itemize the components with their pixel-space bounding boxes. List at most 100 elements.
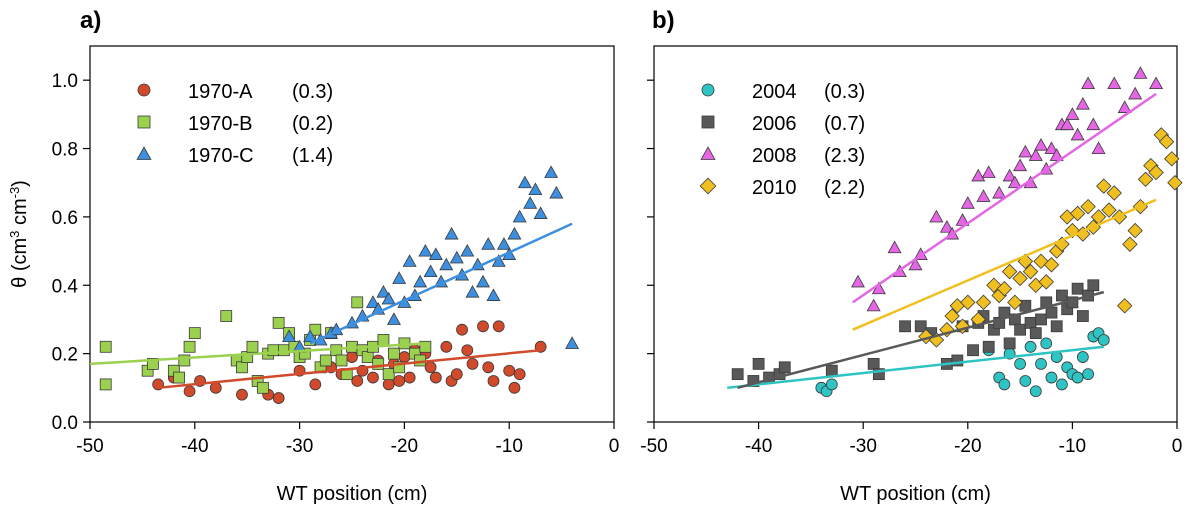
data-point	[975, 294, 992, 311]
data-point	[1137, 171, 1154, 188]
data-point	[188, 327, 201, 340]
data-point	[1050, 320, 1063, 333]
data-point	[944, 308, 960, 324]
data-point	[976, 189, 991, 202]
plot-frame	[89, 45, 615, 423]
data-point	[1075, 96, 1090, 110]
data-point	[1149, 76, 1164, 90]
y-tick-label: 0.2	[52, 345, 78, 366]
data-point	[372, 357, 385, 370]
data-point	[381, 291, 396, 305]
y-axis-label-part: )	[9, 180, 31, 187]
data-point	[477, 320, 489, 333]
data-point	[376, 284, 391, 298]
data-point	[492, 320, 505, 333]
legend-value: (0.3)	[824, 81, 865, 103]
x-tick-label: -50	[640, 436, 667, 457]
data-point	[517, 175, 532, 189]
data-point	[365, 295, 380, 308]
data-point	[1167, 175, 1183, 191]
data-point	[1043, 257, 1060, 273]
data-point	[512, 209, 527, 223]
y-tick-label: 0.0	[52, 413, 78, 434]
y-axis-label-part: θ (cm	[9, 238, 31, 288]
data-point	[428, 247, 443, 260]
panel-label: b)	[652, 7, 675, 34]
data-point	[388, 347, 400, 360]
legend-label: 1970-C	[188, 145, 254, 167]
data-point	[1019, 299, 1032, 312]
data-point	[423, 264, 438, 278]
data-point	[491, 254, 506, 267]
data-point	[1127, 222, 1143, 239]
y-axis-label: θ (cm3 cm-3)	[7, 180, 32, 288]
legend-value: (0.2)	[292, 113, 333, 135]
data-point	[220, 310, 233, 322]
data-point	[413, 274, 428, 288]
data-point	[303, 329, 318, 343]
data-point	[866, 298, 881, 312]
data-point	[465, 284, 480, 298]
data-point	[367, 371, 379, 384]
fit-line-1970-A	[157, 348, 541, 390]
legend-label: 2010	[752, 177, 797, 199]
x-tick-label: 0	[1172, 436, 1183, 457]
data-point	[1044, 141, 1059, 155]
data-point	[1086, 117, 1101, 131]
data-point	[456, 323, 468, 336]
x-tick-label: -30	[849, 436, 876, 457]
data-point	[503, 364, 516, 377]
x-tick-label: -40	[745, 436, 772, 457]
data-point	[747, 375, 760, 387]
data-point	[178, 354, 191, 367]
legend-label: 2004	[752, 81, 797, 103]
data-point	[951, 354, 964, 367]
data-point	[146, 357, 159, 370]
data-point	[1012, 270, 1028, 287]
legend-value: (1.4)	[292, 145, 333, 167]
data-point	[183, 340, 196, 353]
data-point	[872, 368, 885, 381]
data-point	[257, 381, 269, 394]
data-point	[1164, 151, 1180, 167]
data-point	[971, 168, 986, 182]
data-point	[533, 206, 548, 219]
data-point	[1096, 178, 1112, 194]
data-point	[1029, 327, 1042, 340]
data-point	[1091, 141, 1106, 155]
data-point	[1007, 175, 1022, 189]
data-point	[1002, 168, 1017, 182]
data-point	[482, 361, 495, 374]
data-point	[1049, 148, 1064, 161]
data-point	[507, 226, 522, 240]
data-point	[1101, 202, 1117, 218]
y-axis-label-superscript: 3	[7, 231, 22, 238]
x-tick-label: -20	[954, 436, 981, 457]
series-2010	[918, 127, 1183, 348]
data-point	[1076, 351, 1089, 363]
data-point	[99, 340, 112, 353]
data-point	[1148, 164, 1164, 181]
data-point	[403, 371, 416, 384]
data-point	[277, 344, 290, 357]
y-axis-label-superscript: -3	[7, 187, 22, 199]
data-point	[1007, 294, 1023, 311]
data-point	[850, 274, 865, 288]
data-point	[466, 357, 479, 370]
data-point	[565, 336, 580, 349]
data-point	[731, 368, 744, 381]
data-point	[282, 329, 297, 343]
data-point	[1045, 371, 1058, 384]
fit-line-1970-B	[89, 342, 426, 366]
data-point	[1070, 127, 1085, 141]
data-point	[1024, 340, 1037, 353]
data-point	[1087, 279, 1100, 292]
data-point	[382, 368, 395, 381]
data-point	[1107, 76, 1122, 90]
data-point	[1045, 306, 1058, 319]
legend-value: (2.2)	[824, 177, 865, 199]
data-point	[992, 185, 1007, 199]
data-point	[460, 243, 475, 257]
data-point	[429, 371, 442, 384]
data-point	[1014, 357, 1026, 370]
